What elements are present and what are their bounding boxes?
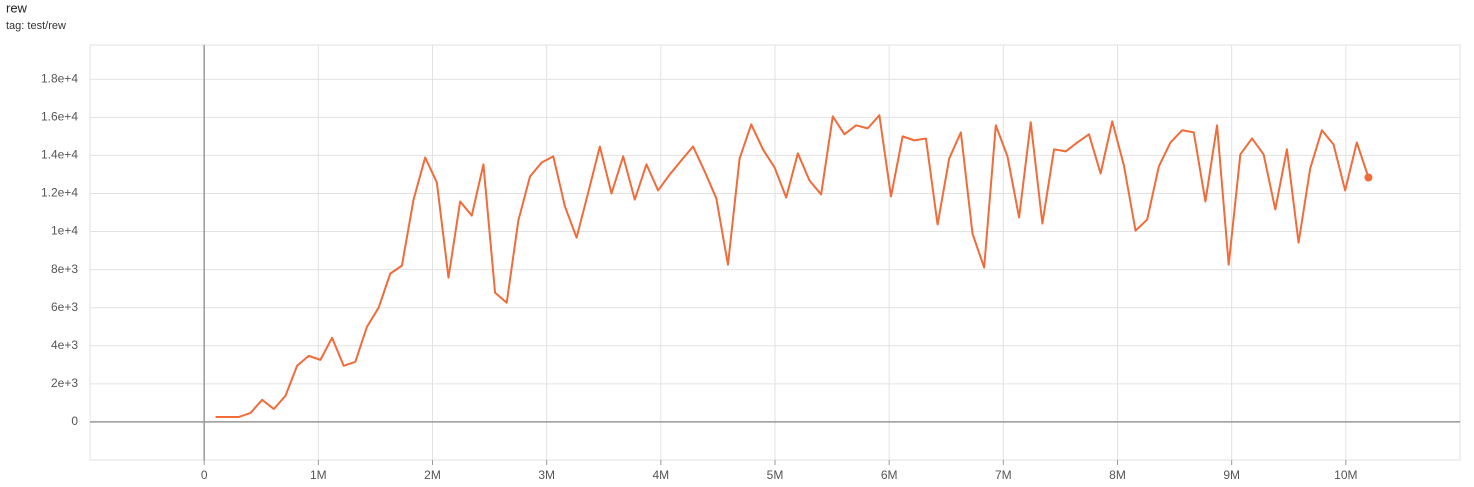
y-tick-label: 4e+3 — [51, 338, 78, 352]
series-line — [215, 114, 1370, 418]
x-tick-label: 9M — [1223, 468, 1240, 482]
x-tick-label: 10M — [1334, 468, 1357, 482]
x-tick-label: 4M — [652, 468, 669, 482]
y-tick-label: 1.6e+4 — [41, 110, 78, 124]
chart-title: rew — [6, 0, 28, 15]
x-tick-label: 7M — [995, 468, 1012, 482]
y-tick-label: 1.8e+4 — [41, 71, 78, 85]
y-tick-label: 1.2e+4 — [41, 186, 78, 200]
x-tick-label: 8M — [1109, 468, 1126, 482]
y-tick-label: 2e+3 — [51, 376, 78, 390]
y-tick-label: 0 — [71, 414, 78, 428]
x-tick-label: 1M — [310, 468, 327, 482]
y-tick-label: 6e+3 — [51, 300, 78, 314]
y-tick-label: 1.4e+4 — [41, 148, 78, 162]
y-tick-label: 8e+3 — [51, 262, 78, 276]
x-tick-label: 2M — [424, 468, 441, 482]
x-tick-label: 5M — [767, 468, 784, 482]
x-tick-label: 0 — [201, 468, 208, 482]
chart-subtitle: tag: test/rew — [6, 20, 66, 32]
last-point — [1364, 173, 1373, 182]
x-tick-label: 3M — [538, 468, 555, 482]
y-tick-label: 1e+4 — [51, 224, 78, 238]
x-tick-label: 6M — [881, 468, 898, 482]
